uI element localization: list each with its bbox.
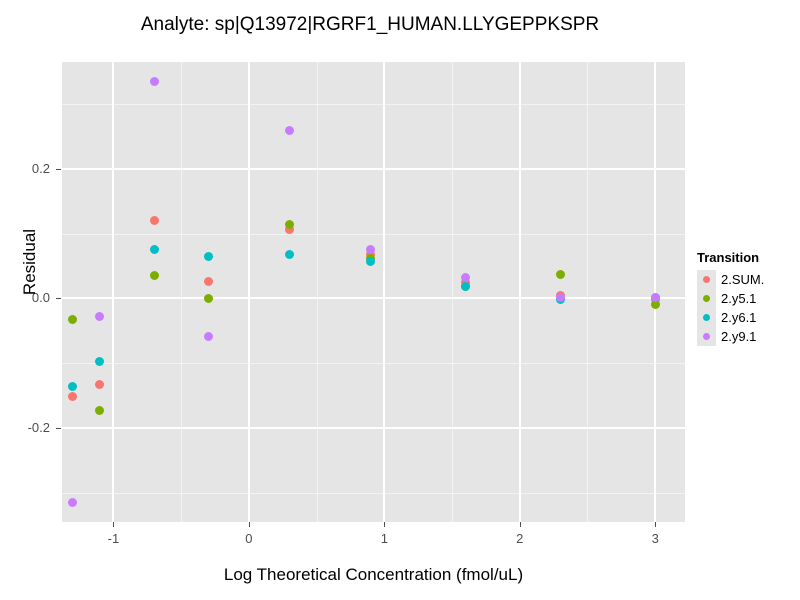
x-axis-tick-mark	[655, 522, 657, 527]
data-point	[366, 257, 376, 267]
legend: Transition 2.SUM. 2.y5.1 2.y6.1 2.y9.1	[697, 250, 764, 346]
data-point	[285, 220, 295, 230]
legend-key	[697, 327, 716, 346]
y-axis-tick-mark	[56, 428, 61, 430]
data-point	[95, 312, 105, 322]
legend-key	[697, 308, 716, 327]
data-point	[650, 293, 660, 303]
x-axis-tick-mark	[113, 522, 115, 527]
gridline-minor-vertical	[181, 62, 183, 522]
data-point	[203, 277, 213, 287]
legend-item: 2.y9.1	[697, 327, 764, 346]
data-point	[149, 244, 159, 254]
data-point	[285, 225, 295, 235]
legend-item: 2.y5.1	[697, 289, 764, 308]
x-axis-title: Log Theoretical Concentration (fmol/uL)	[223, 565, 524, 584]
gridline-minor-horizontal	[62, 492, 685, 494]
legend-item: 2.y6.1	[697, 308, 764, 327]
legend-color-swatch	[703, 276, 710, 283]
legend-key	[697, 270, 716, 289]
y-axis-title: Residual	[20, 228, 39, 296]
gridline-major-horizontal	[62, 167, 685, 170]
data-point	[68, 382, 78, 392]
x-axis-tick-mark	[519, 522, 521, 527]
data-point	[68, 392, 78, 402]
gridline-major-vertical	[247, 62, 250, 522]
legend-color-swatch	[703, 295, 710, 302]
data-point	[68, 498, 78, 508]
gridline-minor-vertical	[452, 62, 454, 522]
data-point	[95, 380, 105, 390]
legend-item-label: 2.y6.1	[721, 310, 757, 325]
data-point	[203, 251, 213, 261]
legend-item-label: 2.y9.1	[721, 329, 757, 344]
legend-color-swatch	[703, 333, 710, 340]
gridline-minor-horizontal	[62, 233, 685, 235]
x-axis-tick-label: 2	[516, 531, 524, 546]
x-axis-tick-mark	[384, 522, 386, 527]
y-axis-tick-label: 0.0	[31, 290, 50, 306]
gridline-major-vertical	[518, 62, 521, 522]
data-point	[366, 249, 376, 259]
y-axis-tick-mark	[56, 298, 61, 300]
y-axis-tick-mark	[56, 168, 61, 170]
gridline-major-vertical	[654, 62, 657, 522]
data-point	[149, 270, 159, 280]
x-axis-tick-label: 3	[651, 531, 659, 546]
gridline-major-vertical	[112, 62, 115, 522]
data-point	[149, 76, 159, 86]
legend-item-label: 2.SUM.	[721, 272, 765, 287]
x-axis-tick-label: 0	[245, 531, 253, 546]
y-axis-tick-label: -0.2	[27, 420, 50, 436]
x-axis-tick-mark	[248, 522, 250, 527]
gridline-major-horizontal	[62, 297, 685, 300]
data-point	[461, 273, 471, 283]
data-point	[366, 244, 376, 254]
data-point	[650, 300, 660, 310]
gridline-minor-horizontal	[62, 363, 685, 365]
gridline-minor-horizontal	[62, 104, 685, 106]
y-axis-tick-label: 0.2	[31, 160, 50, 176]
gridline-minor-vertical	[587, 62, 589, 522]
legend-color-swatch	[703, 314, 710, 321]
legend-item-label: 2.y5.1	[721, 291, 757, 306]
data-point	[203, 331, 213, 341]
plot-panel	[62, 62, 685, 522]
legend-items: 2.SUM. 2.y5.1 2.y6.1 2.y9.1	[697, 270, 764, 346]
data-point	[95, 357, 105, 367]
data-point	[555, 270, 565, 279]
data-point	[149, 216, 159, 226]
x-axis-tick-label: -1	[107, 531, 120, 546]
data-point	[461, 282, 471, 292]
data-point	[555, 292, 565, 302]
data-point	[285, 249, 295, 259]
gridline-minor-vertical	[316, 62, 318, 522]
legend-key	[697, 289, 716, 308]
page-title: Analyte: sp|Q13972|RGRF1_HUMAN.LLYGEPPKS…	[140, 14, 600, 35]
data-point	[285, 125, 295, 135]
data-point	[95, 406, 105, 416]
legend-title: Transition	[697, 250, 760, 265]
gridline-major-vertical	[383, 62, 386, 522]
gridline-major-horizontal	[62, 427, 685, 430]
data-point	[68, 314, 78, 324]
legend-item: 2.SUM.	[697, 270, 764, 289]
data-point	[203, 293, 213, 303]
x-axis-tick-label: 1	[380, 531, 388, 546]
